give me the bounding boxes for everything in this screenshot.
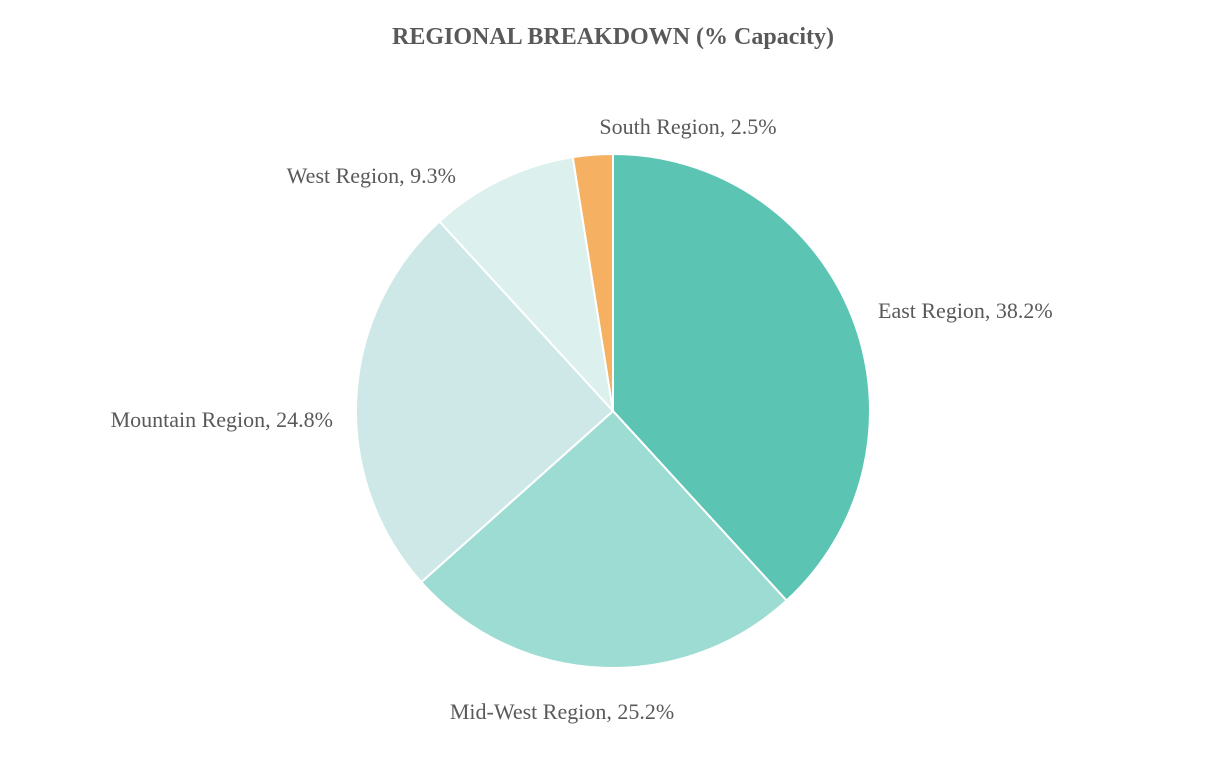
pie-slice-south-region (571, 152, 614, 412)
pie-slices (354, 152, 871, 669)
pie-slice-east-region (612, 152, 871, 602)
pie-slice-mountain-region (354, 220, 615, 584)
slice-label-west-region: West Region, 9.3% (287, 163, 456, 188)
slice-label-south-region: South Region, 2.5% (599, 114, 776, 139)
slice-label-east-region: East Region, 38.2% (878, 298, 1053, 323)
slice-label-mountain-region: Mountain Region, 24.8% (111, 407, 333, 432)
chart-title: REGIONAL BREAKDOWN (% Capacity) (391, 24, 835, 50)
pie-labels: East Region, 38.2% Mid-West Region, 25.2%… (111, 114, 1053, 724)
pie-slice-west-region (438, 156, 615, 415)
pie-slice-mid-west-region (419, 409, 788, 669)
slice-label-mid-west-region: Mid-West Region, 25.2% (450, 699, 674, 724)
